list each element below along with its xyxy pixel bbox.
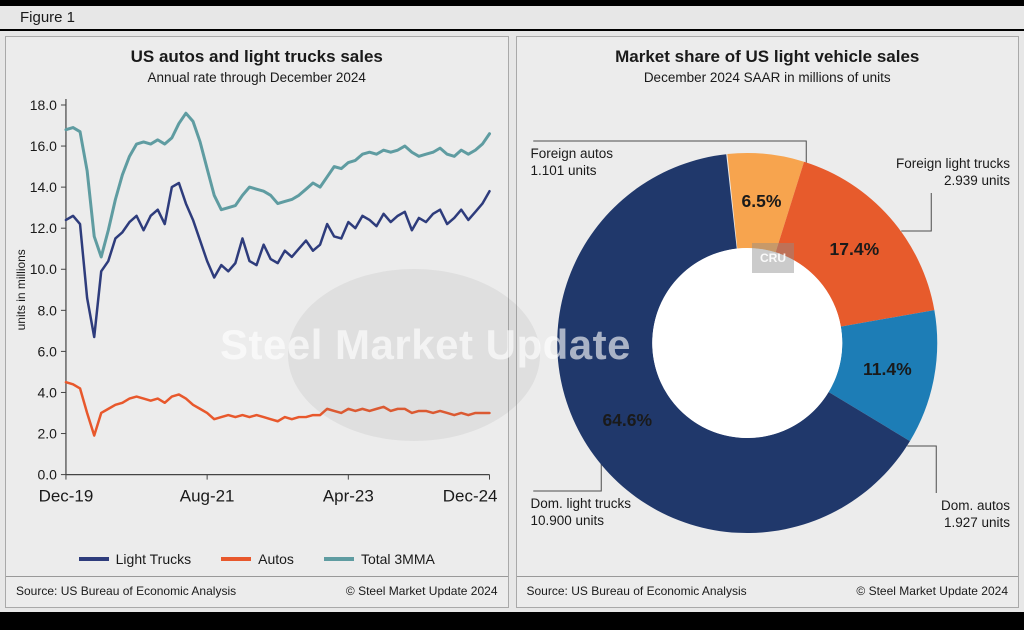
- right-source-text: Source: US Bureau of Economic Analysis: [526, 584, 747, 598]
- svg-text:8.0: 8.0: [38, 302, 58, 318]
- top-black-bar: [0, 0, 1024, 6]
- legend-label-autos: Autos: [258, 551, 294, 567]
- left-source-row: Source: US Bureau of Economic Analysis ©…: [6, 576, 508, 607]
- legend-item-autos: Autos: [221, 551, 294, 567]
- svg-text:16.0: 16.0: [30, 138, 57, 154]
- svg-text:14.0: 14.0: [30, 179, 57, 195]
- legend-label-light-trucks: Light Trucks: [115, 551, 192, 567]
- svg-text:64.6%: 64.6%: [602, 410, 652, 430]
- callout-foreign-light-trucks: Foreign light trucks 2.939 units: [896, 155, 1010, 189]
- legend-item-light-trucks: Light Trucks: [78, 551, 192, 567]
- header-rule: [0, 29, 1024, 31]
- callout-foreign-light-trucks-units: 2.939 units: [943, 173, 1010, 188]
- light-trucks-line-swatch: [78, 557, 109, 561]
- callout-line-dom-autos: [906, 445, 937, 493]
- left-chart-title: US autos and light trucks sales: [130, 47, 383, 66]
- right-chart-subtitle: December 2024 SAAR in millions of units: [643, 70, 891, 85]
- callout-dom-light-trucks: Dom. light trucks 10.900 units: [531, 495, 632, 529]
- svg-text:18.0: 18.0: [30, 97, 57, 113]
- callout-foreign-autos-units: 1.101 units: [530, 163, 597, 178]
- line-chart-area: units in millions 0.0 2.0 4.0 6.0 8.0 10.0 12.0…: [6, 85, 508, 515]
- panels: US autos and light trucks sales Annual r…: [0, 31, 1024, 608]
- callout-foreign-light-trucks-name: Foreign light trucks: [895, 156, 1010, 171]
- svg-text:Apr-23: Apr-23: [323, 487, 374, 506]
- svg-text:units in millions: units in millions: [14, 249, 28, 330]
- svg-text:6.5%: 6.5%: [741, 191, 781, 211]
- svg-text:Dec-24: Dec-24: [443, 487, 498, 506]
- legend: Light Trucks Autos Total 3MMA: [6, 551, 508, 567]
- figure-label: Figure 1: [20, 9, 76, 26]
- donut-chart: 6.5% 17.4% 11.4% 64.6%: [532, 140, 937, 534]
- callout-dom-light-trucks-name: Dom. light trucks: [530, 496, 632, 511]
- figure-header: Figure 1: [0, 0, 1024, 31]
- callout-dom-autos: Dom. autos 1.927 units: [941, 497, 1010, 531]
- svg-text:Aug-21: Aug-21: [180, 487, 235, 506]
- svg-text:6.0: 6.0: [38, 343, 58, 359]
- right-copyright-text: © Steel Market Update 2024: [856, 584, 1008, 598]
- svg-text:17.4%: 17.4%: [829, 239, 879, 259]
- bottom-black-bar: [0, 612, 1024, 630]
- callout-line-dom-light-trucks: [532, 464, 602, 492]
- callout-dom-autos-units: 1.927 units: [943, 515, 1010, 530]
- callout-dom-autos-name: Dom. autos: [940, 498, 1010, 513]
- callout-foreign-autos: Foreign autos 1.101 units: [531, 145, 614, 179]
- left-copyright-text: © Steel Market Update 2024: [345, 584, 498, 598]
- total-3mma-line-swatch: [323, 557, 354, 561]
- svg-text:2.0: 2.0: [38, 426, 58, 442]
- right-chart-title: Market share of US light vehicle sales: [615, 47, 920, 66]
- svg-text:Dec-19: Dec-19: [39, 487, 94, 506]
- left-panel: US autos and light trucks sales Annual r…: [5, 36, 509, 608]
- left-source-text: Source: US Bureau of Economic Analysis: [16, 584, 237, 598]
- svg-text:11.4%: 11.4%: [863, 359, 912, 379]
- callout-line-foreign-light-trucks: [900, 193, 932, 232]
- legend-label-total-3mma: Total 3MMA: [360, 551, 435, 567]
- svg-text:12.0: 12.0: [30, 220, 57, 236]
- line-chart: units in millions 0.0 2.0 4.0 6.0 8.0 10.0 12.0…: [14, 97, 498, 506]
- svg-text:10.0: 10.0: [30, 261, 57, 277]
- legend-item-total-3mma: Total 3MMA: [323, 551, 435, 567]
- right-panel: Market share of US light vehicle sales D…: [515, 36, 1019, 608]
- svg-text:4.0: 4.0: [38, 384, 58, 400]
- callout-dom-light-trucks-units: 10.900 units: [530, 513, 605, 528]
- left-chart-subtitle: Annual rate through December 2024: [147, 70, 366, 85]
- callout-foreign-autos-name: Foreign autos: [530, 146, 614, 161]
- svg-text:0.0: 0.0: [38, 467, 58, 483]
- donut-chart-area: 6.5% 17.4% 11.4% 64.6% Foreign autos 1.101 …: [517, 93, 1019, 563]
- right-source-row: Source: US Bureau of Economic Analysis ©…: [516, 576, 1018, 607]
- callout-line-foreign-autos: [532, 140, 807, 163]
- autos-line-swatch: [221, 557, 252, 561]
